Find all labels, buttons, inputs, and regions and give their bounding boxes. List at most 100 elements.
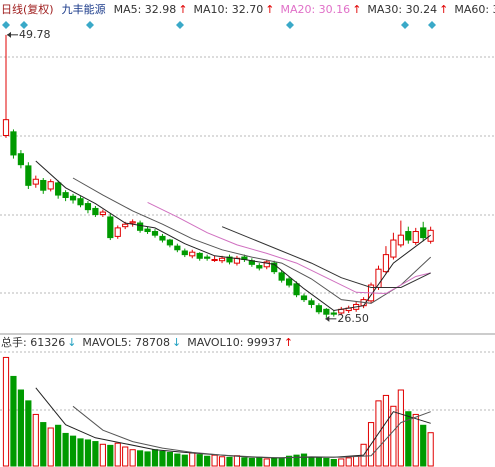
legend-entry: 九丰能源 bbox=[62, 2, 106, 16]
candle-body bbox=[293, 283, 300, 296]
volume-bar bbox=[137, 450, 144, 467]
volume-bar bbox=[40, 422, 47, 467]
candle-body bbox=[47, 181, 54, 190]
volume-bar bbox=[345, 457, 352, 467]
candle-body bbox=[114, 227, 121, 237]
volume-bar bbox=[271, 457, 278, 467]
candle-body bbox=[137, 222, 144, 231]
volume-bar bbox=[69, 435, 77, 467]
candle-body bbox=[181, 250, 188, 256]
volume-bar bbox=[412, 413, 419, 467]
candle-body bbox=[211, 258, 218, 261]
volume-bar bbox=[211, 454, 218, 467]
volume-bar bbox=[189, 452, 196, 467]
legend-arrow: ↑ bbox=[439, 3, 448, 16]
candle-body bbox=[405, 231, 412, 241]
volume-bar bbox=[84, 439, 92, 467]
candle-body bbox=[308, 300, 315, 305]
candle-body bbox=[144, 228, 151, 233]
candle-body bbox=[159, 235, 166, 241]
legend-entry: 日线(复权) bbox=[1, 2, 54, 16]
candle-body bbox=[256, 265, 263, 269]
volume-bar bbox=[174, 453, 181, 467]
volume-bar bbox=[151, 449, 159, 467]
event-marker bbox=[176, 21, 184, 29]
volume-bar bbox=[293, 454, 300, 467]
volume-bar bbox=[315, 457, 322, 467]
candle-body bbox=[77, 198, 84, 206]
event-marker bbox=[428, 21, 436, 29]
candle-body bbox=[390, 239, 397, 258]
annotation-label: 26.50 bbox=[337, 312, 369, 325]
candle-body bbox=[32, 178, 39, 185]
legend-entry: MAVOL10: 99937 bbox=[187, 336, 282, 349]
candle-body bbox=[107, 216, 114, 239]
volume-bar bbox=[32, 413, 39, 467]
volume-bar bbox=[107, 444, 114, 467]
volume-bar bbox=[196, 454, 203, 467]
candle-body bbox=[263, 261, 270, 268]
ma-line bbox=[72, 405, 431, 459]
volume-bar bbox=[17, 389, 24, 467]
candle-body bbox=[204, 256, 211, 259]
volume-bar bbox=[2, 356, 10, 467]
volume-bar bbox=[122, 446, 129, 467]
candle-body bbox=[25, 165, 32, 186]
annotation-arrowhead bbox=[7, 31, 11, 38]
volume-bar bbox=[390, 405, 397, 467]
event-marker bbox=[286, 21, 294, 29]
volume-bar bbox=[330, 458, 337, 467]
legend-arrow: ↑ bbox=[352, 3, 361, 16]
volume-bar bbox=[248, 457, 255, 467]
legend-arrow: ↑ bbox=[178, 3, 187, 16]
volume-bar bbox=[300, 453, 308, 467]
legend-entry: MAVOL5: 78708 bbox=[82, 336, 170, 349]
legend-arrow: ↓ bbox=[172, 336, 181, 349]
ma-line bbox=[221, 226, 431, 288]
candle-body bbox=[397, 234, 404, 246]
candle-body bbox=[382, 254, 390, 273]
event-marker bbox=[401, 21, 409, 29]
volume-bar bbox=[323, 457, 330, 467]
candle-body bbox=[62, 192, 69, 198]
volume-bar bbox=[99, 443, 106, 467]
candle-body bbox=[151, 231, 159, 236]
volume-bar bbox=[308, 456, 315, 467]
candle-body bbox=[129, 221, 136, 224]
legend-entry: MA30: 30.24 bbox=[367, 3, 437, 16]
volume-bar bbox=[181, 454, 188, 467]
candle-body bbox=[300, 295, 308, 301]
event-marker bbox=[20, 21, 28, 29]
volume-bar bbox=[338, 458, 345, 467]
candle-body bbox=[40, 179, 47, 191]
candle-body bbox=[2, 119, 10, 136]
legend-arrow: ↑ bbox=[284, 336, 293, 349]
candle-body bbox=[196, 252, 203, 259]
candle-body bbox=[92, 207, 99, 216]
volume-bar bbox=[204, 455, 211, 467]
volume-bar bbox=[166, 451, 174, 467]
candle-body bbox=[99, 211, 106, 216]
candle-body bbox=[10, 131, 17, 156]
volume-bar bbox=[218, 456, 226, 467]
volume-bar bbox=[144, 451, 151, 467]
legend-entry: MA20: 30.16 bbox=[280, 3, 350, 16]
volume-bar bbox=[263, 458, 270, 467]
volume-bar bbox=[420, 424, 427, 467]
candle-body bbox=[174, 245, 181, 251]
legend-arrow: ↑ bbox=[265, 3, 274, 16]
candle-body bbox=[84, 203, 92, 211]
candle-body bbox=[226, 256, 233, 263]
legend-entry: MA60: 3 bbox=[454, 3, 495, 16]
candle-body bbox=[286, 278, 293, 286]
candle-body bbox=[412, 231, 419, 243]
candle-body bbox=[69, 195, 77, 201]
legend-arrow: ↓ bbox=[67, 336, 76, 349]
volume-bar bbox=[286, 455, 293, 467]
candle-body bbox=[278, 272, 285, 281]
ma-line bbox=[72, 177, 432, 304]
volume-bar bbox=[92, 441, 99, 467]
candle-body bbox=[218, 257, 226, 262]
